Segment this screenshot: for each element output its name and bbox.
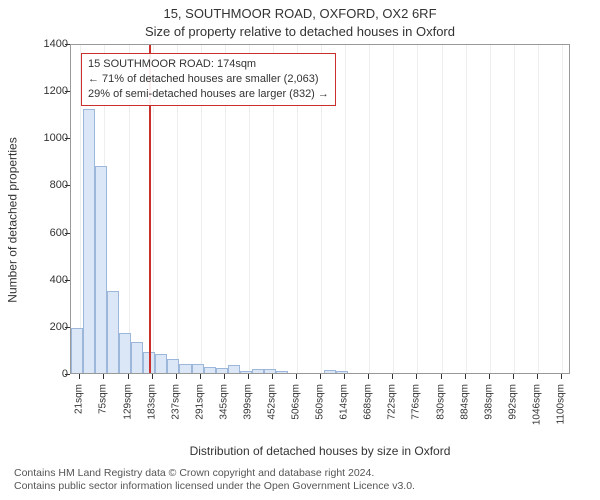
x-tick-mark (489, 374, 490, 379)
x-tick-mark (103, 374, 104, 379)
x-axis-label: Distribution of detached houses by size … (70, 444, 570, 458)
histogram-bar (155, 354, 167, 373)
histogram-bar (71, 328, 83, 373)
info-line-2: ← 71% of detached houses are smaller (2,… (88, 72, 329, 87)
x-tick-mark (368, 374, 369, 379)
gridline-vertical (538, 45, 539, 373)
x-tick-label: 1046sqm (531, 384, 542, 425)
histogram-bar (107, 291, 119, 374)
chart-title-line1: 15, SOUTHMOOR ROAD, OXFORD, OX2 6RF (0, 6, 600, 21)
gridline-vertical (514, 45, 515, 373)
x-tick-label: 992sqm (507, 384, 518, 420)
x-tick-label: 506sqm (290, 384, 301, 420)
gridline-vertical (393, 45, 394, 373)
x-tick-label: 237sqm (170, 384, 181, 420)
chart-title-line2: Size of property relative to detached ho… (0, 24, 600, 39)
info-line-3: 29% of semi-detached houses are larger (… (88, 87, 329, 102)
x-tick-mark (416, 374, 417, 379)
histogram-bar (276, 371, 288, 373)
y-tick-label: 200 (28, 321, 68, 333)
y-tick-label: 400 (28, 274, 68, 286)
histogram-bar (216, 368, 228, 373)
x-tick-label: 291sqm (194, 384, 205, 420)
x-tick-mark (441, 374, 442, 379)
x-tick-label: 668sqm (363, 384, 374, 420)
x-tick-mark (513, 374, 514, 379)
histogram-bar (228, 365, 240, 373)
x-tick-label: 938sqm (483, 384, 494, 420)
x-tick-mark (320, 374, 321, 379)
plot-area: 15 SOUTHMOOR ROAD: 174sqm ← 71% of detac… (70, 44, 570, 374)
histogram-bar (204, 367, 216, 373)
info-box: 15 SOUTHMOOR ROAD: 174sqm ← 71% of detac… (81, 53, 336, 106)
x-tick-mark (176, 374, 177, 379)
y-axis-label: Number of detached properties (6, 0, 20, 440)
x-tick-label: 183sqm (146, 384, 157, 420)
y-tick-label: 800 (28, 179, 68, 191)
y-tick-label: 1400 (28, 38, 68, 50)
gridline-vertical (466, 45, 467, 373)
x-tick-label: 75sqm (98, 384, 109, 414)
y-tick-label: 0 (28, 368, 68, 380)
x-tick-mark (128, 374, 129, 379)
y-tick-mark (65, 374, 70, 375)
gridline-vertical (369, 45, 370, 373)
footer-line-1: Contains HM Land Registry data © Crown c… (14, 467, 415, 481)
x-tick-label: 830sqm (435, 384, 446, 420)
x-tick-mark (537, 374, 538, 379)
gridline-vertical (562, 45, 563, 373)
histogram-bar (95, 166, 107, 373)
histogram-bar (131, 342, 143, 373)
histogram-bar (192, 364, 204, 373)
x-tick-label: 129sqm (122, 384, 133, 420)
x-tick-mark (465, 374, 466, 379)
histogram-bar (324, 370, 336, 373)
x-tick-mark (248, 374, 249, 379)
x-tick-label: 722sqm (387, 384, 398, 420)
gridline-vertical (345, 45, 346, 373)
x-tick-mark (296, 374, 297, 379)
histogram-bar (336, 371, 348, 373)
x-tick-label: 399sqm (243, 384, 254, 420)
x-tick-label: 776sqm (411, 384, 422, 420)
x-tick-label: 21sqm (74, 384, 85, 414)
x-tick-label: 884sqm (459, 384, 470, 420)
histogram-bar (240, 371, 252, 373)
x-tick-label: 1100sqm (556, 384, 567, 424)
x-tick-mark (272, 374, 273, 379)
gridline-vertical (442, 45, 443, 373)
x-tick-mark (561, 374, 562, 379)
x-tick-mark (200, 374, 201, 379)
y-tick-label: 600 (28, 227, 68, 239)
footer-line-2: Contains public sector information licen… (14, 480, 415, 494)
gridline-vertical (490, 45, 491, 373)
histogram-bar (167, 359, 179, 373)
x-tick-mark (79, 374, 80, 379)
info-line-1: 15 SOUTHMOOR ROAD: 174sqm (88, 57, 329, 72)
y-tick-label: 1000 (28, 132, 68, 144)
gridline-vertical (417, 45, 418, 373)
histogram-bar (119, 333, 131, 373)
x-tick-label: 345sqm (219, 384, 230, 420)
histogram-bar (179, 364, 191, 373)
histogram-bar (83, 109, 95, 373)
histogram-bar (264, 369, 276, 373)
x-tick-label: 560sqm (315, 384, 326, 420)
y-tick-label: 1200 (28, 85, 68, 97)
x-tick-label: 614sqm (339, 384, 350, 420)
x-tick-label: 452sqm (266, 384, 277, 420)
x-tick-mark (344, 374, 345, 379)
x-tick-mark (152, 374, 153, 379)
x-tick-mark (392, 374, 393, 379)
histogram-bar (252, 369, 264, 373)
x-tick-mark (224, 374, 225, 379)
footer-attribution: Contains HM Land Registry data © Crown c… (14, 467, 415, 494)
